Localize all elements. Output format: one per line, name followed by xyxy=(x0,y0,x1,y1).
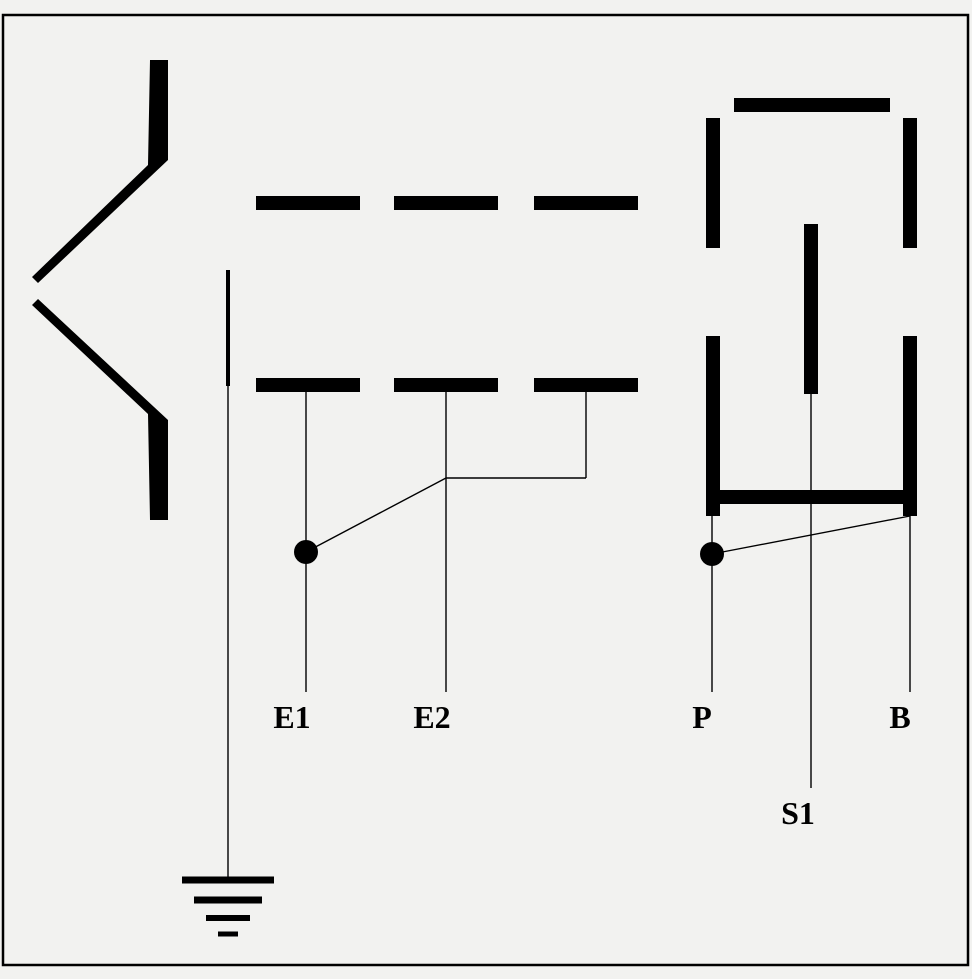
box-part-center_divider xyxy=(804,224,818,394)
wire-e2-to-node xyxy=(306,478,446,552)
electrode-lower-plates xyxy=(256,378,638,392)
label-e2: E2 xyxy=(413,699,450,735)
box-part-right_wall_upper xyxy=(903,118,917,248)
probe-electrode xyxy=(226,270,230,386)
lower-plate xyxy=(256,378,360,392)
box-part-left_wall_upper xyxy=(706,118,720,248)
electrode-upper-plates xyxy=(256,196,638,210)
upper-plate xyxy=(534,196,638,210)
upper-plate xyxy=(256,196,360,210)
label-s1: S1 xyxy=(781,795,815,831)
ion-source-cone-bottom xyxy=(32,299,168,520)
box-part-right_wall_lower xyxy=(903,336,917,516)
pbs-node-dot xyxy=(700,542,724,566)
label-b: B xyxy=(889,699,910,735)
schematic-diagram: E1 E2 P B S1 xyxy=(0,0,972,979)
lower-plate xyxy=(394,378,498,392)
lower-plate xyxy=(534,378,638,392)
label-p: P xyxy=(692,699,712,735)
box-part-left_wall_lower xyxy=(706,336,720,516)
ground-symbol xyxy=(182,386,274,934)
box-part-top_bar xyxy=(734,98,890,112)
pbs-wiring xyxy=(712,394,910,788)
upper-plate xyxy=(394,196,498,210)
ion-source-cone-top xyxy=(32,60,168,283)
e-wiring xyxy=(306,392,586,692)
e-node-dot xyxy=(294,540,318,564)
label-e1: E1 xyxy=(273,699,310,735)
